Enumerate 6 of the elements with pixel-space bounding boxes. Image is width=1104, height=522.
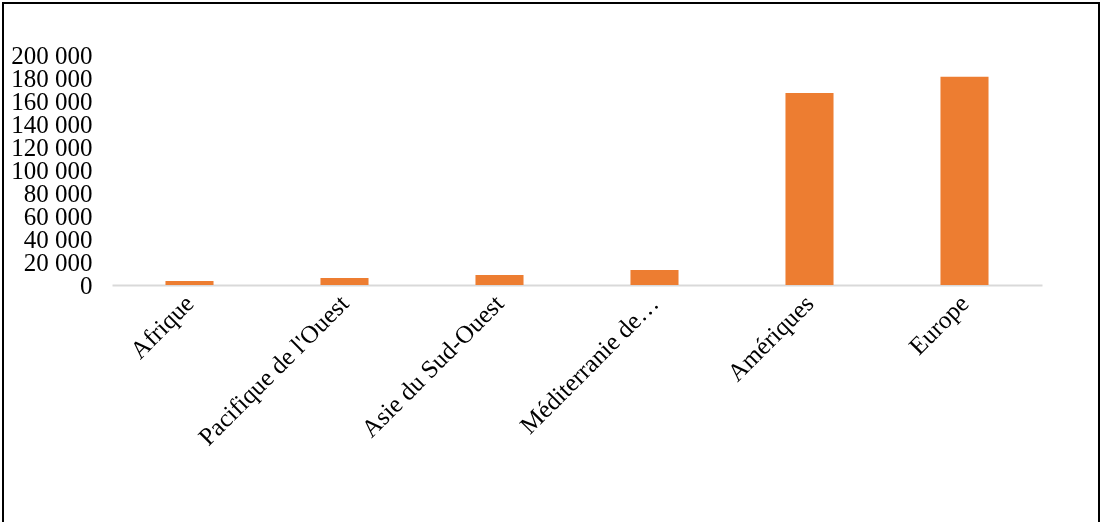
bar xyxy=(785,92,834,285)
bar xyxy=(165,280,214,285)
bar xyxy=(940,76,989,285)
bar xyxy=(475,275,524,285)
bar xyxy=(630,270,679,285)
bar xyxy=(320,278,369,285)
